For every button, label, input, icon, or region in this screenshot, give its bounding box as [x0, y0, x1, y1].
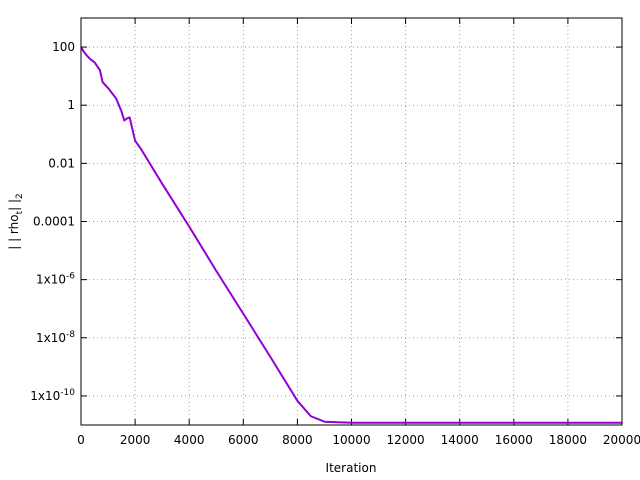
x-tick-label: 12000	[387, 433, 425, 447]
y-tick-label-base: 1x10	[36, 273, 66, 287]
y-tick-label: 1	[67, 98, 75, 112]
x-axis-label: Iteration	[326, 461, 377, 475]
x-tick-label: 2000	[120, 433, 151, 447]
x-tick-label: 20000	[603, 433, 640, 447]
y-axis-label-part: | | rho	[7, 214, 21, 249]
y-tick-label-base: 1x10	[36, 331, 66, 345]
y-tick-label: 0.01	[48, 156, 75, 170]
x-tick-label: 8000	[282, 433, 313, 447]
y-tick-label: 1x10-8	[36, 330, 75, 345]
x-tick-label: 0	[77, 433, 85, 447]
y-tick-label: 0.0001	[33, 215, 75, 229]
plot-border	[80, 17, 623, 426]
y-axis-label-subscript: t	[15, 210, 25, 214]
y-tick-label-exponent: -8	[66, 330, 75, 340]
x-tick-label: 18000	[549, 433, 587, 447]
x-tick-label: 6000	[228, 433, 259, 447]
y-tick-label-base: 1x10	[30, 389, 60, 403]
y-tick-label: 1x10-6	[36, 272, 75, 287]
data-line	[80, 46, 622, 424]
x-tick-label: 10000	[332, 433, 370, 447]
y-axis-label-subscript: 2	[15, 193, 25, 199]
y-axis-label-part: | |	[7, 199, 21, 211]
x-tick-label: 16000	[495, 433, 533, 447]
y-tick-label: 1x10-10	[30, 388, 75, 403]
x-tick-label: 14000	[441, 433, 479, 447]
y-tick-label-exponent: -10	[60, 388, 75, 398]
y-axis-label: | | rhot| |2	[7, 193, 25, 250]
x-tick-label: 4000	[174, 433, 205, 447]
y-tick-label: 100	[52, 40, 75, 54]
y-tick-label-exponent: -6	[66, 272, 75, 282]
